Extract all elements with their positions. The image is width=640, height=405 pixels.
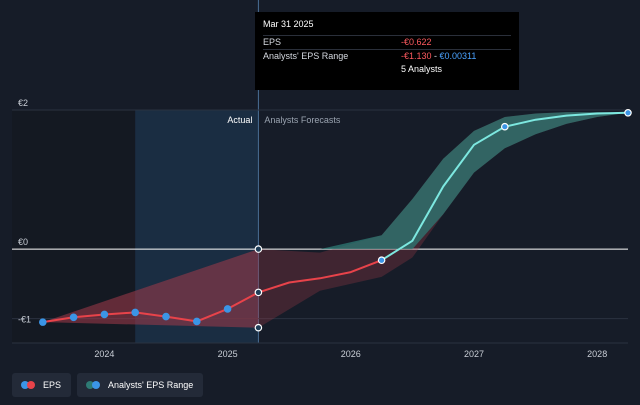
legend-range-label: Analysts' EPS Range	[108, 380, 194, 390]
legend: EPS Analysts' EPS Range	[12, 373, 204, 397]
legend-eps-label: EPS	[43, 380, 62, 390]
eps-actual-line	[41, 291, 260, 324]
legend-eps-toggle[interactable]: EPS	[12, 373, 72, 397]
tooltip-range-high: €0.00311	[439, 51, 477, 61]
eps-point	[38, 318, 47, 326]
eps-point	[162, 312, 170, 321]
eps-forecast-line-negative	[257, 259, 383, 294]
forecast-range-area-high	[258, 112, 628, 250]
x-tick-label: 2024	[94, 349, 114, 359]
eps-point	[193, 317, 201, 326]
tooltip: Mar 31 2025 EPS -€0.622 Analysts' EPS Ra…	[255, 12, 519, 90]
forecast-point	[624, 108, 632, 117]
tooltip-range-separator: -	[431, 51, 440, 61]
forecast-range-area-low	[258, 112, 628, 328]
x-tick-label: 2028	[587, 349, 607, 359]
y-tick-label: €2	[18, 98, 28, 108]
range-areas	[42, 112, 628, 328]
eps-point	[223, 305, 232, 313]
range-high-point	[254, 245, 263, 253]
tooltip-analysts-count: 5 Analysts	[401, 64, 443, 74]
actual-region-label: Actual	[227, 115, 252, 125]
data-points[interactable]	[38, 108, 632, 332]
tooltip-eps-value: -€0.622	[401, 37, 432, 47]
range-low-point	[254, 323, 263, 332]
actual-range-area	[42, 249, 259, 328]
forecast-region-label: Analysts Forecasts	[264, 115, 341, 125]
y-tick-label: €0	[18, 237, 28, 247]
background-bands	[12, 0, 259, 343]
y-tick-label: -€1	[18, 315, 31, 325]
eps-point	[131, 308, 140, 317]
eps-swatch-icon	[21, 381, 37, 389]
tooltip-eps-label: EPS	[263, 37, 282, 47]
eps-chart: €2 €0 -€1 2024 2025 2026 2027 2028 Actual Analyst…	[12, 0, 632, 359]
eps-point	[69, 313, 78, 322]
legend-range-toggle[interactable]: Analysts' EPS Range	[77, 373, 204, 397]
forecast-point	[377, 256, 386, 265]
eps-point	[100, 310, 109, 319]
x-tick-label: 2025	[218, 349, 238, 359]
x-tick-label: 2027	[464, 349, 484, 359]
tooltip-range-label: Analysts' EPS Range	[263, 51, 349, 61]
range-swatch-icon	[86, 381, 102, 389]
tooltip-date: Mar 31 2025	[263, 19, 314, 29]
tooltip-range-low: -€1.130	[401, 51, 432, 61]
axis-labels: €2 €0 -€1 2024 2025 2026 2027 2028 Actual Analyst…	[18, 98, 607, 359]
x-tick-label: 2026	[341, 349, 361, 359]
forecast-point	[500, 122, 509, 131]
eps-current-point	[254, 288, 263, 297]
